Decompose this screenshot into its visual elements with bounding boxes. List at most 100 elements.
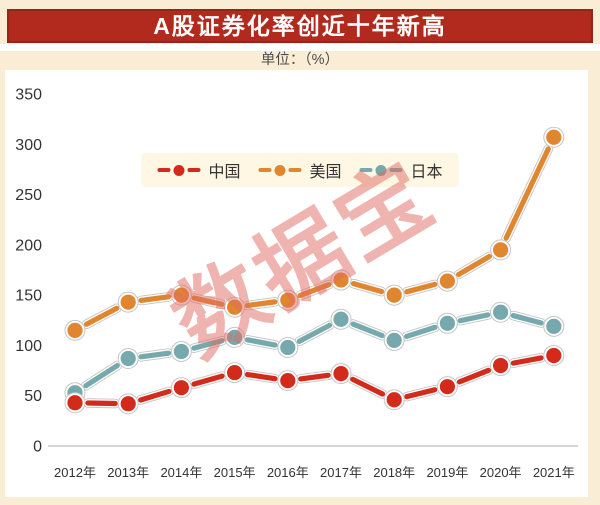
legend-dot bbox=[173, 164, 185, 176]
series-line-segment bbox=[457, 312, 491, 324]
x-axis-tick-label: 2021年 bbox=[533, 465, 575, 480]
data-point-marker bbox=[546, 129, 562, 145]
unit-label: 单位：（%） bbox=[260, 52, 340, 68]
data-point-marker bbox=[173, 343, 189, 360]
y-axis-tick-label: 50 bbox=[24, 388, 42, 405]
chart-legend: 中国 美国 日本 bbox=[141, 153, 459, 187]
legend-dash bbox=[389, 168, 403, 172]
legend-dot bbox=[375, 164, 387, 176]
legend-dash bbox=[359, 168, 373, 172]
series-line-segment bbox=[244, 299, 278, 309]
y-axis-tick-label: 150 bbox=[15, 288, 42, 305]
series-line-segment bbox=[510, 312, 544, 326]
title-banner: A股证券化率创近十年新高 bbox=[7, 9, 593, 43]
series-line-segment bbox=[297, 282, 332, 299]
legend-label: 日本 bbox=[410, 164, 443, 181]
legend-line-dot-icon bbox=[258, 164, 302, 176]
y-axis-tick-label: 350 bbox=[15, 87, 42, 104]
y-axis-tick-label: 250 bbox=[15, 187, 42, 204]
data-point-marker bbox=[333, 272, 349, 288]
series-line-segment bbox=[350, 321, 385, 339]
y-axis-tick-label: 100 bbox=[15, 338, 42, 355]
series-line-segment bbox=[404, 281, 438, 295]
data-point-marker bbox=[439, 315, 455, 331]
data-point-marker bbox=[173, 380, 189, 396]
series-line-segment bbox=[138, 294, 172, 304]
data-point-marker bbox=[280, 339, 296, 356]
page-title: A股证券化率创近十年新高 bbox=[153, 13, 447, 39]
x-axis-tick-label: 2018年 bbox=[373, 465, 415, 480]
legend-item: 日本 bbox=[359, 158, 443, 182]
data-point-marker bbox=[493, 242, 509, 258]
data-point-marker bbox=[386, 287, 402, 303]
series-line-segment bbox=[138, 388, 172, 403]
data-point-marker bbox=[386, 332, 402, 348]
data-point-marker bbox=[546, 318, 562, 334]
series-line-segment bbox=[298, 372, 331, 382]
x-axis-tick-label: 2015年 bbox=[214, 465, 256, 480]
data-point-marker bbox=[227, 364, 243, 381]
series-line-segment bbox=[191, 373, 225, 387]
legend-dash bbox=[157, 168, 171, 172]
legend-label: 中国 bbox=[208, 164, 241, 181]
series-line-segment bbox=[350, 376, 386, 397]
x-axis-tick-label: 2013年 bbox=[107, 465, 149, 480]
data-point-marker bbox=[120, 350, 136, 367]
x-axis-tick-label: 2017年 bbox=[320, 465, 362, 480]
data-point-marker bbox=[67, 395, 83, 411]
series-line-segment bbox=[510, 355, 544, 366]
series-line-segment bbox=[404, 387, 438, 400]
legend-dash bbox=[258, 168, 272, 172]
series-line-segment bbox=[244, 337, 278, 348]
y-axis-tick-label: 300 bbox=[15, 137, 42, 154]
data-point-marker bbox=[333, 311, 349, 327]
x-axis-tick-label: 2014年 bbox=[160, 465, 202, 480]
series-line-segment bbox=[191, 338, 225, 351]
series-line-segment bbox=[296, 322, 333, 344]
data-point-marker bbox=[120, 294, 136, 310]
chart-panel bbox=[5, 70, 588, 497]
legend-dot bbox=[274, 164, 286, 176]
legend-label: 美国 bbox=[309, 164, 342, 181]
x-axis-tick-label: 2012年 bbox=[54, 465, 96, 480]
data-point-marker bbox=[227, 329, 243, 345]
legend-item: 中国 bbox=[157, 158, 240, 182]
y-axis-tick-label: 0 bbox=[33, 439, 42, 456]
series-line-segment bbox=[85, 400, 118, 407]
series-line-segment bbox=[456, 367, 492, 385]
data-point-marker bbox=[493, 304, 509, 320]
data-point-marker bbox=[280, 292, 296, 308]
banner-underline bbox=[0, 44, 600, 51]
data-point-marker bbox=[439, 273, 455, 289]
series-line-segment bbox=[244, 371, 278, 382]
data-point-marker bbox=[280, 373, 296, 389]
series-line-segment bbox=[83, 305, 120, 327]
data-point-marker bbox=[227, 299, 243, 315]
legend-line-dot-icon bbox=[157, 164, 201, 176]
legend-line-dot-icon bbox=[359, 164, 403, 176]
series-line-segment bbox=[503, 146, 551, 241]
data-point-marker bbox=[173, 287, 189, 303]
data-point-marker bbox=[439, 379, 455, 395]
series-line-segment bbox=[456, 253, 492, 278]
data-point-marker bbox=[333, 365, 349, 382]
data-point-marker bbox=[493, 357, 509, 374]
series-line-segment bbox=[350, 281, 385, 295]
data-point-marker bbox=[386, 392, 402, 408]
series-line-segment bbox=[83, 362, 120, 389]
x-axis-tick-label: 2020年 bbox=[480, 465, 522, 480]
data-point-marker bbox=[67, 322, 83, 338]
series-line-segment bbox=[191, 295, 225, 307]
legend-dash bbox=[288, 168, 302, 172]
x-axis-tick-label: 2016年 bbox=[267, 465, 309, 480]
data-point-marker bbox=[120, 396, 136, 412]
legend-dash bbox=[187, 168, 201, 172]
legend-item: 美国 bbox=[258, 158, 342, 182]
y-axis-tick-label: 200 bbox=[15, 237, 42, 254]
series-line-segment bbox=[403, 324, 438, 340]
data-point-marker bbox=[546, 347, 562, 364]
series-line-segment bbox=[138, 350, 172, 360]
x-axis-tick-label: 2019年 bbox=[426, 465, 468, 480]
